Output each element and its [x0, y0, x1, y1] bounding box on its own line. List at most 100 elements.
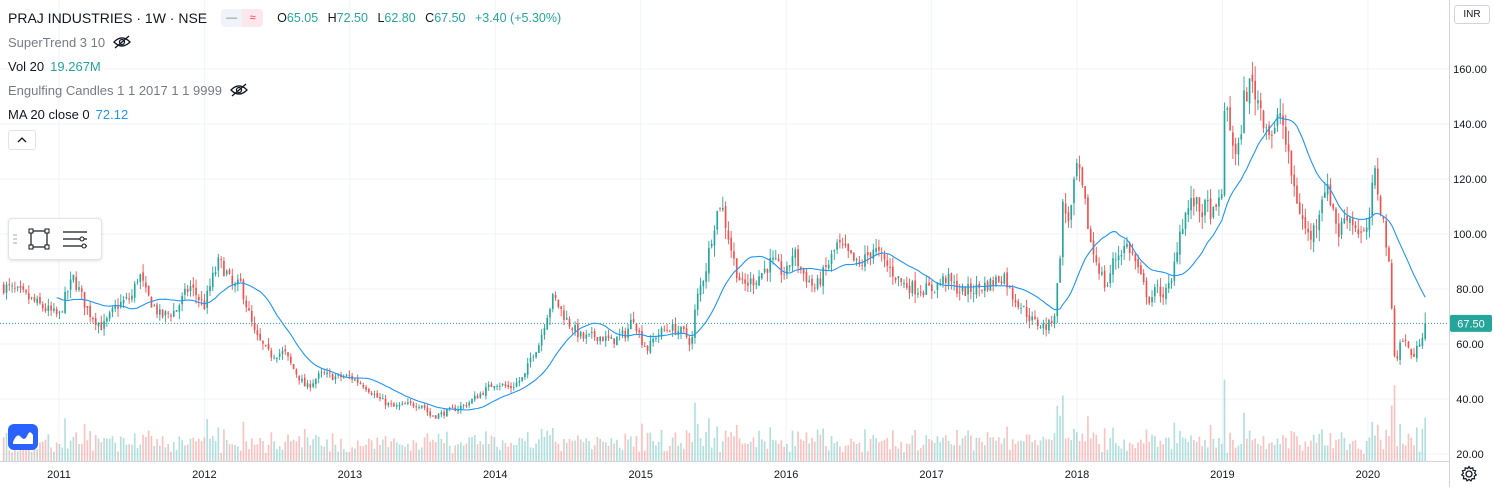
volume-bar: [479, 441, 482, 461]
indicator-row-ma[interactable]: MA 20 close 0 72.12: [8, 102, 561, 126]
candle-body: [41, 304, 44, 309]
candle-body: [78, 287, 80, 290]
candle-body: [802, 268, 805, 274]
candle-body: [164, 311, 167, 316]
volume-bar: [145, 436, 147, 461]
volume-bar: [92, 450, 94, 461]
candle-body: [504, 384, 507, 386]
volume-bar: [158, 445, 161, 461]
volume-bar: [777, 443, 780, 461]
eye-off-icon[interactable]: [113, 35, 132, 49]
candle-body: [1073, 178, 1075, 204]
volume-bar: [1042, 436, 1045, 461]
eye-off-icon[interactable]: [230, 83, 248, 97]
currency-badge[interactable]: INR: [1454, 5, 1490, 24]
volume-bar: [919, 447, 922, 461]
volume-bar: [122, 437, 125, 461]
candle-body: [153, 305, 156, 307]
candle-body: [103, 321, 105, 329]
open-label: O: [277, 11, 287, 25]
collapse-legend-button[interactable]: [8, 130, 36, 150]
price-axis[interactable]: 160.00 140.00 120.00 100.00 80.00 60.00 40.00 2…: [1453, 64, 1487, 461]
candle-body: [604, 336, 607, 341]
candle-body: [1087, 197, 1089, 229]
volume-bar: [593, 445, 596, 461]
candle-body: [1312, 225, 1315, 243]
volume-bar: [549, 435, 551, 461]
volume-bar: [381, 439, 384, 461]
volume-bar: [161, 436, 164, 461]
candle-body: [786, 265, 788, 275]
candle-body: [1326, 184, 1329, 195]
volume-bar: [1173, 422, 1176, 461]
candle-body: [1031, 316, 1034, 321]
candle-body: [270, 350, 273, 358]
candle-body: [950, 273, 953, 282]
candle-body: [1159, 286, 1162, 297]
volume-bar: [434, 441, 437, 461]
object-tree-icon[interactable]: [57, 221, 93, 257]
candle-body: [1282, 115, 1284, 126]
low-value: 62.80: [384, 11, 416, 25]
volume-bar: [630, 436, 632, 461]
volume-bar: [981, 441, 983, 461]
candle-body: [816, 278, 819, 289]
volume-bar: [1343, 437, 1346, 461]
candle-body: [1011, 288, 1014, 300]
candle-body: [649, 340, 652, 353]
indicator-name: SuperTrend 3 10: [8, 34, 106, 50]
candle-body: [724, 206, 727, 228]
candle-body: [1229, 107, 1231, 131]
time-axis[interactable]: 2011 2012 2013 2014 2015 2016 2017 2018 2019 2020: [47, 469, 1380, 481]
wave-mode-button[interactable]: ≈: [242, 9, 264, 27]
volume-bar: [1226, 452, 1229, 461]
line-mode-button[interactable]: —: [221, 9, 243, 27]
volume-bar: [184, 445, 186, 461]
candle-body: [652, 338, 654, 343]
candle-body: [44, 308, 47, 311]
volume-bar: [858, 442, 861, 461]
candle-body: [493, 386, 496, 389]
volume-bar: [749, 441, 752, 461]
volume-bar: [825, 446, 827, 461]
indicator-row-supertrend[interactable]: SuperTrend 3 10: [8, 30, 561, 54]
candle-body: [53, 308, 55, 311]
candle-body: [1167, 282, 1170, 289]
price-tick-label: 40.00: [1456, 394, 1484, 406]
candle-body: [878, 246, 880, 251]
volume-bar: [370, 440, 373, 461]
candle-body: [36, 298, 39, 303]
candle-body: [794, 249, 797, 258]
candle-body: [317, 373, 320, 379]
symbol-row: PRAJ INDUSTRIES · 1W · NSE — ≈ O65.05 H7…: [8, 6, 561, 30]
rectangle-select-icon[interactable]: [21, 221, 57, 257]
indicator-row-engulfing[interactable]: Engulfing Candles 1 1 2017 1 1 9999: [8, 78, 561, 102]
candle-body: [852, 252, 855, 261]
volume-bar: [1410, 437, 1413, 461]
gear-icon[interactable]: [1460, 465, 1478, 483]
volume-bar: [1257, 443, 1259, 461]
volume-bar: [384, 436, 387, 461]
volume-bar: [1229, 432, 1231, 461]
tradingview-logo[interactable]: [8, 424, 38, 450]
volume-bar: [688, 433, 691, 461]
volume-bar: [415, 442, 418, 461]
grip-icon[interactable]: [9, 233, 21, 245]
volume-bar: [1011, 439, 1014, 461]
candle-body: [538, 345, 540, 353]
symbol-title[interactable]: PRAJ INDUSTRIES · 1W · NSE: [8, 10, 208, 26]
candle-body: [8, 284, 11, 286]
volume-bar: [245, 441, 248, 461]
volume-bar: [883, 439, 886, 461]
candle-body: [409, 401, 412, 403]
volume-bar: [928, 438, 930, 461]
volume-bar: [652, 440, 654, 461]
candle-body: [894, 277, 897, 281]
volume-bar: [655, 445, 657, 461]
candle-body: [501, 383, 504, 386]
indicator-row-volume[interactable]: Vol 20 19.267M: [8, 54, 561, 78]
volume-bar: [607, 445, 610, 461]
candle-body: [1223, 110, 1226, 196]
volume-bar: [588, 441, 590, 461]
